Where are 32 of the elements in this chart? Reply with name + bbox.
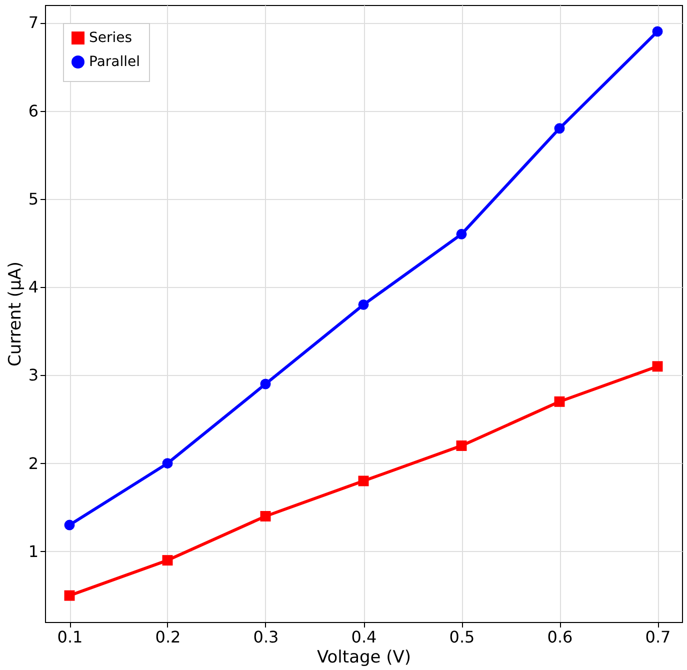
point: [652, 361, 663, 372]
point: [358, 299, 369, 310]
y-tick-label: 1: [28, 542, 38, 561]
point: [162, 458, 173, 469]
y-tick-label: 7: [28, 13, 38, 32]
point: [162, 555, 173, 566]
point: [260, 378, 271, 390]
y-axis-title: Current (μA): [5, 262, 26, 366]
point: [64, 590, 75, 601]
point: [456, 440, 467, 451]
y-tick-label: 3: [28, 366, 38, 385]
point: [358, 476, 369, 486]
legend-label: Parallel: [89, 54, 140, 70]
point: [554, 123, 565, 134]
x-axis-title: Voltage (V): [316, 648, 412, 668]
x-tick-label: 0.7: [645, 628, 671, 646]
point: [64, 520, 75, 530]
y-tick-label: 5: [28, 189, 38, 208]
point: [456, 228, 467, 240]
legend-label: Series: [89, 30, 132, 46]
x-tick-label: 0.5: [449, 628, 475, 646]
x-tick-label: 0.6: [547, 628, 573, 646]
y-tick-label: 6: [28, 101, 38, 120]
point: [260, 510, 271, 522]
x-tick-label: 0.2: [155, 628, 181, 646]
x-tick-label: 0.3: [253, 628, 279, 646]
point: [652, 26, 663, 37]
x-tick-label: 0.4: [351, 628, 377, 646]
y-tick-label: 4: [28, 278, 38, 297]
y-tick-label: 2: [28, 454, 38, 473]
point: [554, 396, 565, 407]
x-tick-label: 0.1: [57, 628, 83, 646]
